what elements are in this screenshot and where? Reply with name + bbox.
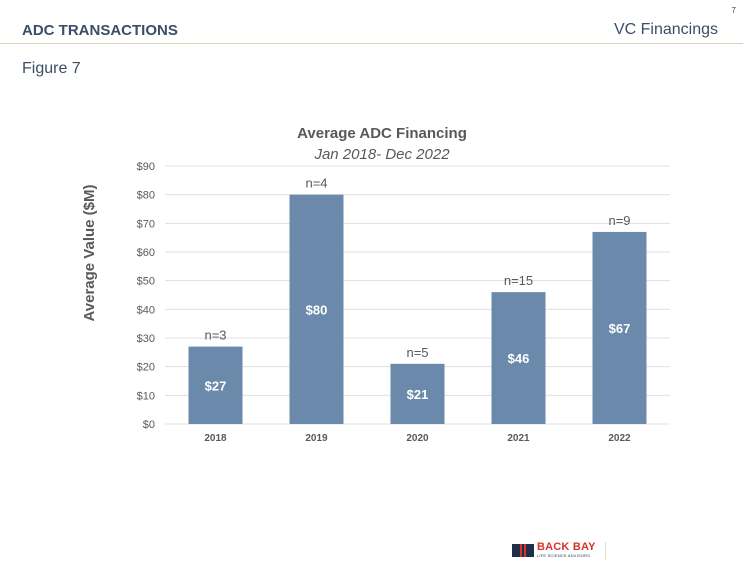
x-tick-label: 2022 bbox=[608, 433, 631, 444]
y-tick-label: $80 bbox=[137, 190, 155, 202]
x-tick-label: 2019 bbox=[305, 433, 328, 444]
chart-title: Average ADC Financing bbox=[297, 125, 467, 142]
chart-subtitle: Jan 2018- Dec 2022 bbox=[313, 146, 450, 163]
header-divider bbox=[0, 43, 743, 44]
y-tick-label: $50 bbox=[137, 276, 155, 288]
y-tick-label: $10 bbox=[137, 390, 155, 402]
y-tick-labels: $0 $10 $20 $30 $40 $50 $60 $70 $80 $90 bbox=[137, 161, 155, 431]
bar-2018 bbox=[188, 346, 243, 424]
bar-count-annotation: n=3 bbox=[204, 328, 226, 343]
bar-2020 bbox=[390, 363, 445, 424]
bar-count-annotation: n=15 bbox=[504, 273, 533, 288]
page-number: 7 bbox=[731, 6, 736, 15]
y-axis-label: Average Value ($M) bbox=[81, 184, 98, 321]
figure-label: Figure 7 bbox=[22, 60, 81, 77]
x-tick-label: 2021 bbox=[507, 433, 530, 444]
y-tick-label: $0 bbox=[143, 419, 155, 431]
section-title: ADC TRANSACTIONS bbox=[22, 22, 178, 39]
bar-2021 bbox=[491, 292, 546, 424]
x-tick-labels: 2018 2019 2020 2021 2022 bbox=[204, 433, 631, 444]
bar-count-annotation: n=4 bbox=[305, 176, 327, 191]
bar-value-label: $46 bbox=[508, 351, 530, 366]
x-tick-label: 2020 bbox=[406, 433, 429, 444]
logo-name: BACK BAY bbox=[537, 541, 596, 553]
y-tick-label: $60 bbox=[137, 247, 155, 259]
logo-subtitle: LIFE SCIENCE ADVISORS bbox=[537, 553, 591, 558]
y-tick-label: $20 bbox=[137, 362, 155, 374]
y-tick-label: $90 bbox=[137, 161, 155, 173]
y-tick-label: $70 bbox=[137, 218, 155, 230]
gridlines bbox=[165, 165, 670, 425]
bar-value-label: $67 bbox=[609, 321, 631, 336]
y-tick-label: $40 bbox=[137, 304, 155, 316]
bars: $27 n=3 $80 n=4 $21 n=5 $46 n=15 $67 n=9 bbox=[188, 176, 647, 424]
back-bay-logo: BACK BAY LIFE SCIENCE ADVISORS bbox=[512, 542, 596, 558]
x-tick-label: 2018 bbox=[204, 433, 227, 444]
bar-count-annotation: n=5 bbox=[406, 345, 428, 360]
y-tick-label: $30 bbox=[137, 333, 155, 345]
bar-value-label: $80 bbox=[306, 302, 328, 317]
category-title: VC Financings bbox=[613, 21, 718, 38]
bar-2022 bbox=[592, 231, 647, 424]
bar-2019 bbox=[289, 194, 344, 424]
logo-mark-icon bbox=[512, 543, 534, 557]
bar-value-label: $21 bbox=[407, 387, 429, 402]
bar-value-label: $27 bbox=[205, 378, 227, 393]
bar-count-annotation: n=9 bbox=[608, 213, 630, 228]
footer-divider bbox=[605, 542, 606, 560]
